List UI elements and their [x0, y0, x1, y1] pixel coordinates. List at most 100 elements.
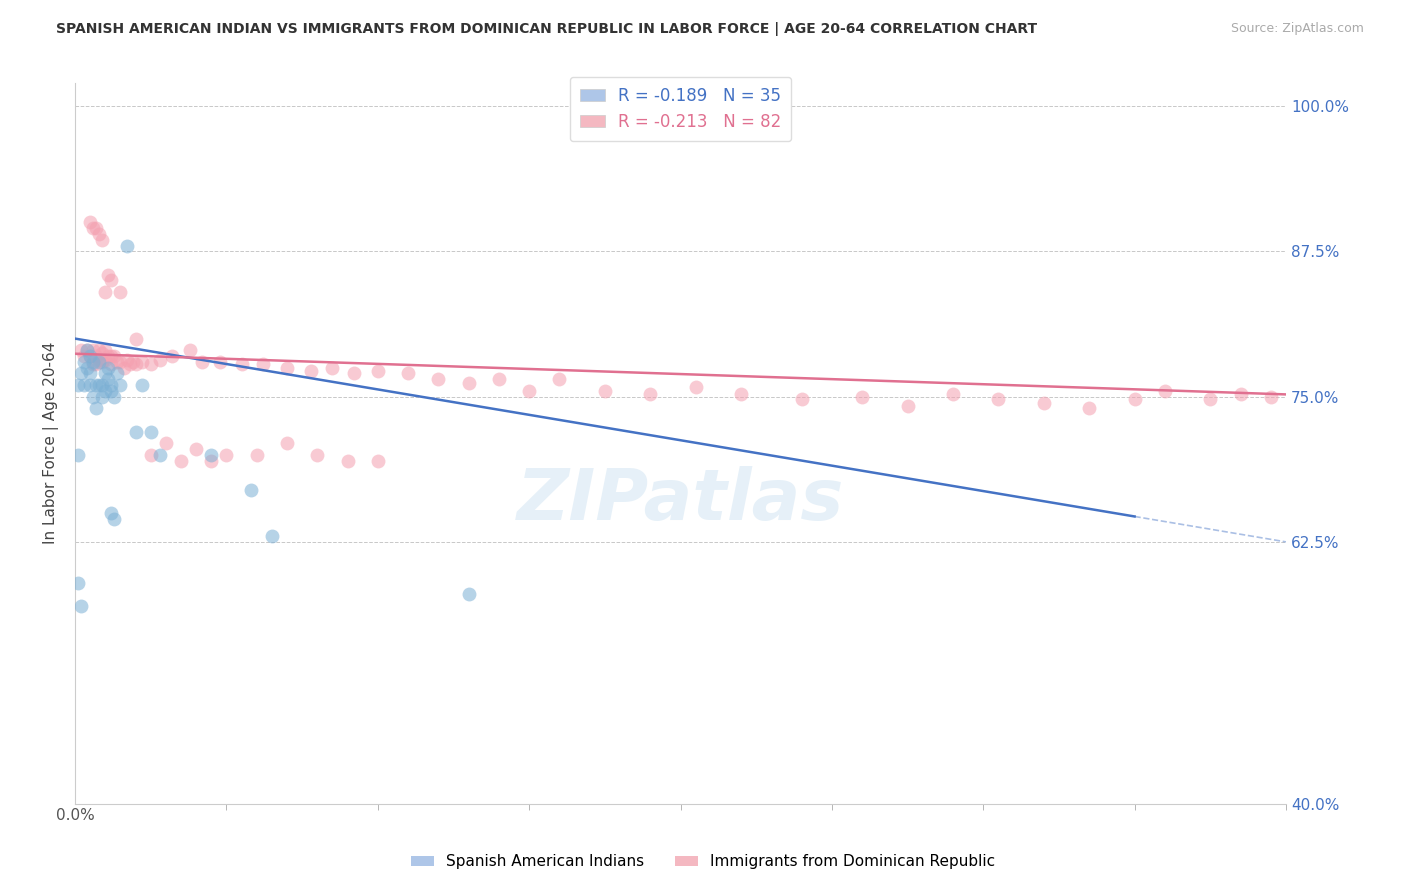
Point — [107, 367, 129, 381]
Point — [685, 380, 707, 394]
Point — [367, 364, 389, 378]
Point — [91, 355, 114, 369]
Point — [100, 357, 122, 371]
Point — [638, 387, 661, 401]
Point — [321, 360, 343, 375]
Point — [89, 355, 111, 369]
Point — [215, 448, 238, 462]
Point — [70, 367, 93, 381]
Point — [100, 384, 122, 398]
Point — [94, 384, 117, 398]
Point — [76, 343, 98, 358]
Point — [209, 355, 232, 369]
Point — [73, 349, 96, 363]
Point — [367, 453, 389, 467]
Point — [124, 357, 146, 371]
Point — [94, 367, 117, 381]
Point — [97, 372, 120, 386]
Point — [91, 378, 114, 392]
Point — [112, 360, 135, 375]
Point — [94, 285, 117, 299]
Point — [82, 355, 104, 369]
Point — [124, 332, 146, 346]
Point — [149, 352, 172, 367]
Point — [593, 384, 616, 398]
Point — [103, 390, 125, 404]
Point — [942, 387, 965, 401]
Point — [76, 343, 98, 358]
Point — [84, 378, 107, 392]
Point — [186, 442, 208, 456]
Point — [307, 448, 329, 462]
Point — [107, 355, 129, 369]
Point — [139, 425, 162, 439]
Point — [1032, 395, 1054, 409]
Point — [1123, 392, 1146, 406]
Point — [70, 343, 93, 358]
Point — [1199, 392, 1222, 406]
Point — [89, 352, 111, 367]
Point — [84, 401, 107, 416]
Point — [67, 575, 90, 590]
Point — [299, 364, 322, 378]
Point — [200, 453, 222, 467]
Point — [200, 448, 222, 462]
Point — [252, 357, 274, 371]
Point — [79, 378, 101, 392]
Point — [79, 215, 101, 229]
Point — [427, 372, 450, 386]
Point — [517, 384, 540, 398]
Point — [131, 355, 153, 369]
Point — [342, 367, 364, 381]
Point — [231, 357, 253, 371]
Point — [76, 360, 98, 375]
Legend: R = -0.189   N = 35, R = -0.213   N = 82: R = -0.189 N = 35, R = -0.213 N = 82 — [569, 77, 792, 141]
Point — [91, 390, 114, 404]
Point — [100, 378, 122, 392]
Point — [396, 367, 419, 381]
Point — [124, 425, 146, 439]
Point — [100, 349, 122, 363]
Text: Source: ZipAtlas.com: Source: ZipAtlas.com — [1230, 22, 1364, 36]
Point — [70, 599, 93, 613]
Point — [131, 378, 153, 392]
Point — [103, 512, 125, 526]
Point — [73, 355, 96, 369]
Point — [79, 367, 101, 381]
Point — [239, 483, 262, 497]
Point — [84, 357, 107, 371]
Text: SPANISH AMERICAN INDIAN VS IMMIGRANTS FROM DOMINICAN REPUBLIC IN LABOR FORCE | A: SPANISH AMERICAN INDIAN VS IMMIGRANTS FR… — [56, 22, 1038, 37]
Point — [100, 506, 122, 520]
Point — [1260, 390, 1282, 404]
Point — [82, 390, 104, 404]
Point — [730, 387, 752, 401]
Legend: Spanish American Indians, Immigrants from Dominican Republic: Spanish American Indians, Immigrants fro… — [405, 848, 1001, 875]
Y-axis label: In Labor Force | Age 20-64: In Labor Force | Age 20-64 — [44, 342, 59, 544]
Point — [110, 285, 132, 299]
Point — [115, 238, 138, 252]
Point — [276, 360, 298, 375]
Point — [987, 392, 1010, 406]
Point — [79, 349, 101, 363]
Point — [260, 529, 283, 543]
Point — [139, 448, 162, 462]
Point — [84, 349, 107, 363]
Point — [110, 378, 132, 392]
Point — [548, 372, 571, 386]
Point — [170, 453, 193, 467]
Point — [110, 355, 132, 369]
Point — [896, 399, 918, 413]
Point — [790, 392, 813, 406]
Point — [82, 343, 104, 358]
Point — [82, 357, 104, 371]
Point — [246, 448, 269, 462]
Point — [103, 349, 125, 363]
Point — [115, 352, 138, 367]
Point — [97, 360, 120, 375]
Point — [457, 587, 479, 601]
Point — [139, 357, 162, 371]
Point — [89, 343, 111, 358]
Point — [851, 390, 873, 404]
Point — [191, 355, 214, 369]
Text: ZIPatlas: ZIPatlas — [517, 467, 844, 535]
